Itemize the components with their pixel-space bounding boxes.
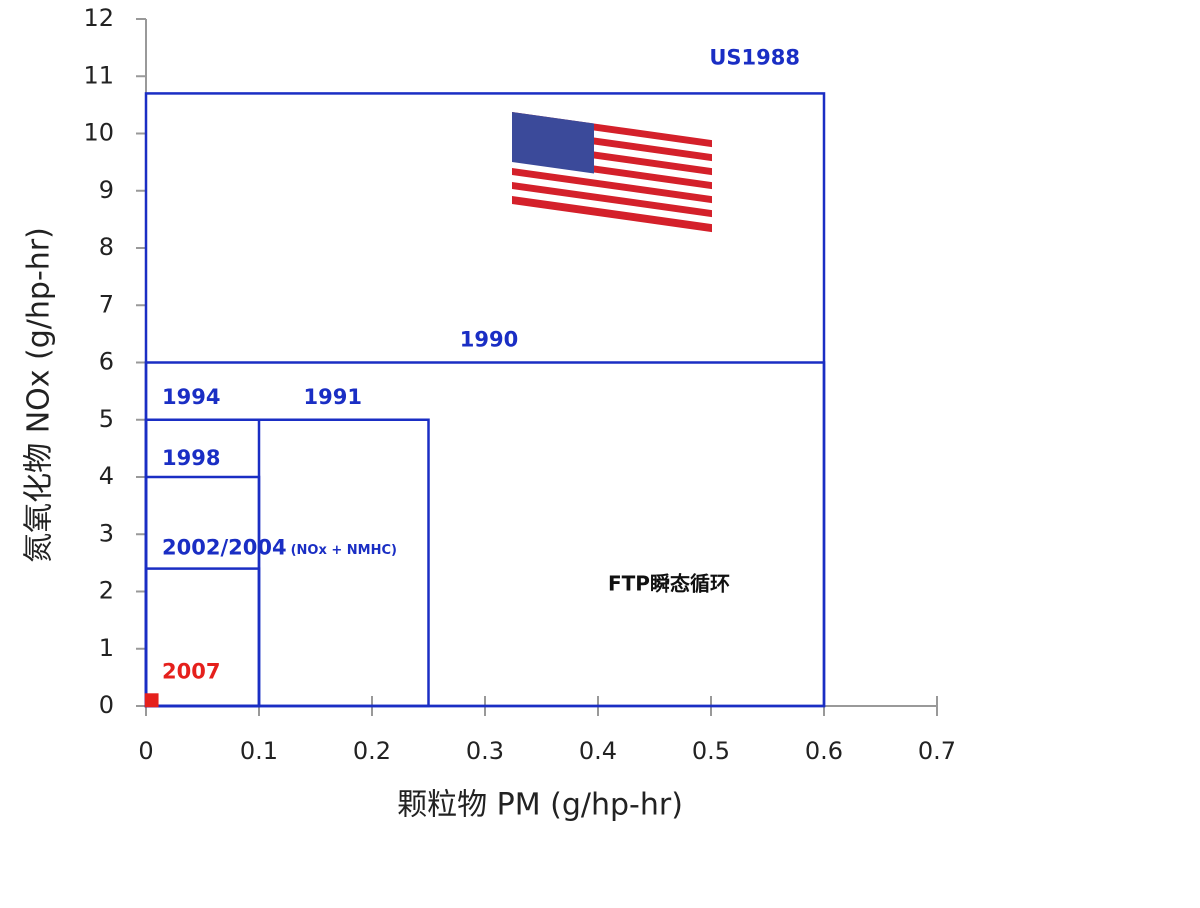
- y-tick-label: 11: [83, 61, 114, 89]
- box-label: 1990: [460, 328, 518, 352]
- y-tick-label: 7: [99, 290, 114, 318]
- y-tick-label: 8: [99, 233, 114, 261]
- annotation: FTP瞬态循环: [608, 572, 730, 596]
- box-label: 1998: [162, 446, 220, 470]
- x-tick-label: 0.1: [240, 737, 278, 765]
- box-label: 1994: [162, 385, 220, 409]
- standard-box: [144, 693, 159, 708]
- box-note: (NOx + NMHC): [291, 543, 397, 558]
- x-tick-label: 0: [138, 737, 153, 765]
- y-tick-label: 1: [99, 634, 114, 662]
- y-tick-label: 9: [99, 176, 114, 204]
- x-tick-label: 0.4: [579, 737, 617, 765]
- flag-canton: [512, 112, 594, 174]
- box-label: 2007: [162, 660, 220, 684]
- standard-box: [144, 92, 826, 708]
- y-tick-label: 2: [99, 577, 114, 605]
- y-tick-label: 4: [99, 462, 114, 490]
- x-tick-label: 0.3: [466, 737, 504, 765]
- x-tick-label: 0.2: [353, 737, 391, 765]
- standard-box: [144, 361, 826, 708]
- y-tick-label: 12: [83, 4, 114, 32]
- y-tick-label: 10: [83, 119, 114, 147]
- box-label: US1988: [709, 45, 800, 69]
- x-tick-label: 0.7: [918, 737, 956, 765]
- y-tick-label: 6: [99, 348, 114, 376]
- x-tick-label: 0.6: [805, 737, 843, 765]
- x-tick-label: 0.5: [692, 737, 730, 765]
- y-tick-label: 0: [99, 691, 114, 719]
- y-axis-label: 氮氧化物 NOx (g/hp-hr): [22, 227, 57, 563]
- x-axis-label: 颗粒物 PM (g/hp-hr): [397, 788, 683, 823]
- y-tick-label: 3: [99, 519, 114, 547]
- box-label: 2002/2004: [162, 536, 287, 560]
- box-label: 1991: [304, 385, 362, 409]
- us-flag: [512, 111, 712, 233]
- standard-box: [144, 567, 261, 708]
- y-tick-label: 5: [99, 405, 114, 433]
